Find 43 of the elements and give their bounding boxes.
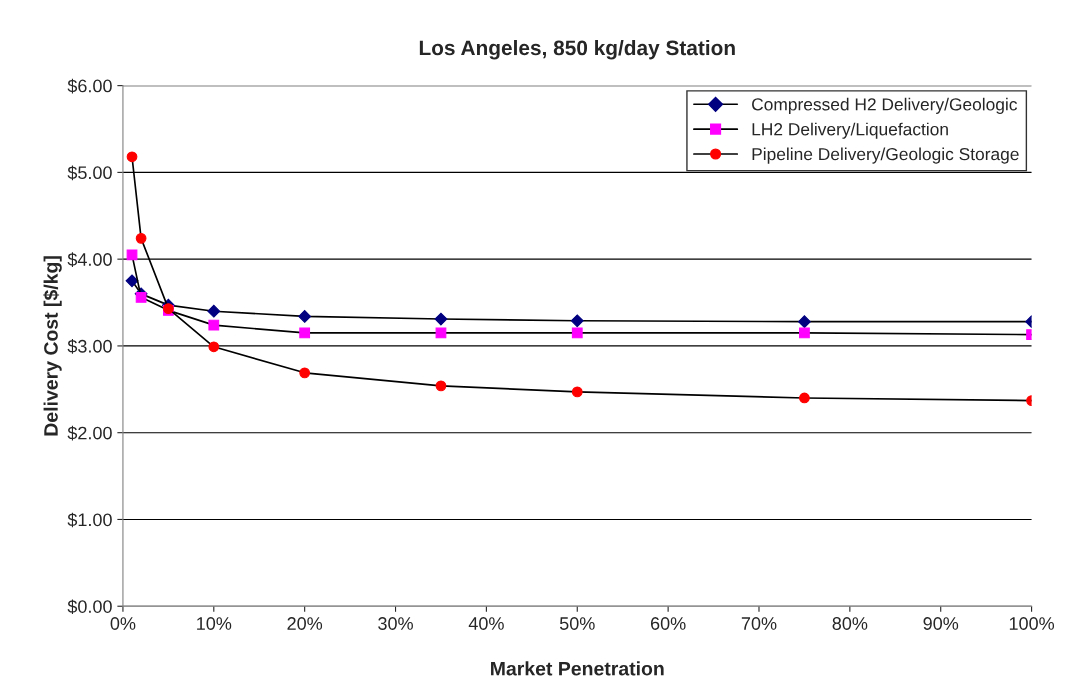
- x-tick-label: 60%: [650, 617, 686, 630]
- y-tick-label: $5.00: [67, 165, 112, 181]
- point: [299, 327, 311, 339]
- point: [570, 314, 584, 328]
- point: [208, 341, 220, 353]
- x-tick-label: 100%: [1009, 617, 1055, 630]
- point: [126, 249, 138, 261]
- x-tick-label: 90%: [923, 617, 959, 630]
- point: [435, 380, 447, 392]
- point: [207, 304, 221, 318]
- point: [298, 310, 312, 323]
- y-tick-label: $6.00: [67, 78, 112, 94]
- y-axis-title: Delivery Cost [$/kg]: [43, 256, 62, 436]
- x-tick-label: 50%: [559, 617, 595, 630]
- legend-label: LH2 Delivery/Liquefaction: [752, 122, 948, 139]
- x-tick-label: 10%: [197, 617, 232, 630]
- point: [434, 312, 448, 326]
- x-tick-label: 20%: [287, 617, 323, 630]
- point: [126, 151, 138, 163]
- y-tick-label: $0.00: [67, 599, 112, 615]
- y-tick-label: $1.00: [67, 512, 112, 528]
- point: [299, 367, 311, 379]
- legend-label: Pipeline Delivery/Geologic Storage: [752, 147, 1019, 164]
- point: [799, 392, 810, 404]
- x-tick-label: 40%: [468, 617, 504, 630]
- point: [135, 232, 147, 244]
- x-tick-label: 0%: [110, 617, 136, 630]
- y-tick-label: $4.00: [67, 252, 112, 267]
- point: [799, 327, 810, 339]
- y-tick-label: $3.00: [67, 339, 112, 354]
- point: [135, 291, 147, 303]
- point: [798, 315, 811, 329]
- y-tick-label: $2.00: [67, 425, 112, 441]
- chart-title: Los Angeles, 850 kg/day Station: [419, 39, 735, 60]
- x-tick-label: 30%: [378, 617, 413, 630]
- point: [571, 386, 583, 398]
- point: [208, 319, 220, 331]
- x-tick-label: 80%: [832, 617, 868, 630]
- x-axis-title: Market Penetration: [491, 661, 664, 676]
- legend-label: Compressed H2 Delivery/Geologic: [752, 97, 1018, 114]
- point: [571, 327, 583, 339]
- point: [125, 274, 139, 288]
- x-tick-label: 70%: [741, 617, 777, 630]
